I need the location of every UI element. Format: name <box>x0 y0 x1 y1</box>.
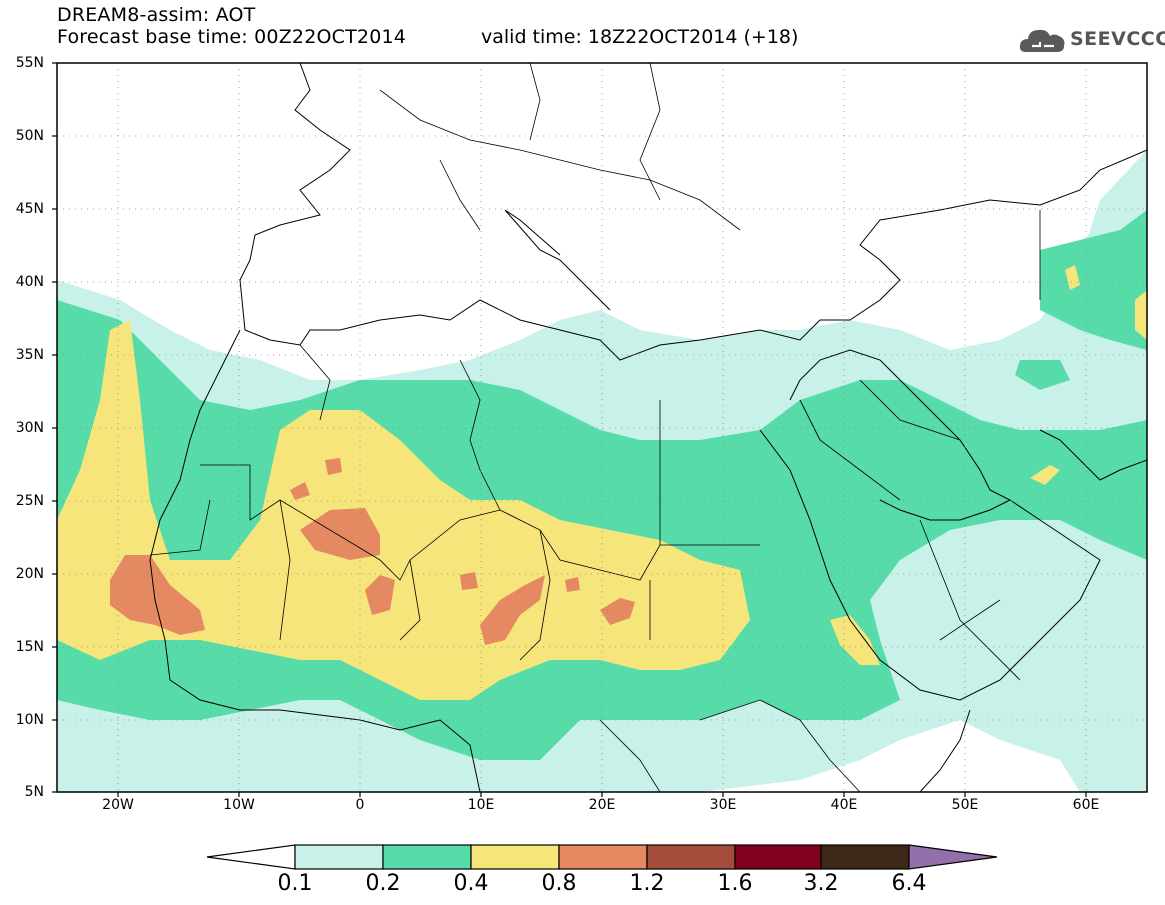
lon-label: 40E <box>830 797 858 813</box>
lat-label: 45N <box>15 201 44 217</box>
lat-label: 30N <box>15 420 44 436</box>
logo-text: SEEVCCC <box>1070 28 1165 50</box>
lon-label: 10E <box>467 797 495 813</box>
legend-swatch <box>558 844 648 870</box>
lat-label: 10N <box>15 712 44 728</box>
lat-label: 15N <box>15 639 44 655</box>
coastlines <box>149 63 1147 792</box>
legend-label: 0.4 <box>453 871 489 896</box>
lat-label: 20N <box>15 566 44 582</box>
legend-arrow-high <box>908 844 998 870</box>
lon-label: 10W <box>223 797 255 813</box>
legend-swatch <box>646 844 736 870</box>
legend-swatch <box>294 844 384 870</box>
seevccc-logo: SEEVCCC <box>1018 24 1165 58</box>
legend-label: 6.4 <box>891 871 927 896</box>
lat-label: 50N <box>15 128 44 144</box>
forecast-base-time: Forecast base time: 00Z22OCT2014 <box>57 26 407 48</box>
legend-swatch <box>470 844 560 870</box>
lat-label: 55N <box>15 55 44 71</box>
lat-label: 35N <box>15 347 44 363</box>
lon-label: 30E <box>709 797 737 813</box>
valid-time: valid time: 18Z22OCT2014 (+18) <box>481 26 799 48</box>
country-borders <box>149 63 1041 792</box>
legend-swatch <box>382 844 472 870</box>
legend-swatch <box>820 844 910 870</box>
map-title: DREAM8-assim: AOT <box>57 4 256 26</box>
lon-label: 20E <box>588 797 616 813</box>
legend-label: 0.8 <box>541 871 577 896</box>
lat-label: 5N <box>24 784 44 800</box>
legend-swatch <box>734 844 822 870</box>
legend-label: 3.2 <box>803 871 839 896</box>
aot-field-0.4 <box>57 265 1147 700</box>
lon-label: 0 <box>355 797 365 813</box>
legend-label: 1.6 <box>717 871 753 896</box>
lat-label: 40N <box>15 274 44 290</box>
aot-field-0.8 <box>110 458 635 645</box>
lon-label: 50E <box>951 797 979 813</box>
legend-label: 1.2 <box>629 871 665 896</box>
legend-label: 0.1 <box>277 871 313 896</box>
lon-label: 20W <box>102 797 134 813</box>
lon-label: 60E <box>1072 797 1100 813</box>
legend-label: 0.2 <box>365 871 401 896</box>
lat-label: 25N <box>15 493 44 509</box>
cloud-icon <box>1019 29 1065 52</box>
legend-arrow-low <box>206 844 296 870</box>
